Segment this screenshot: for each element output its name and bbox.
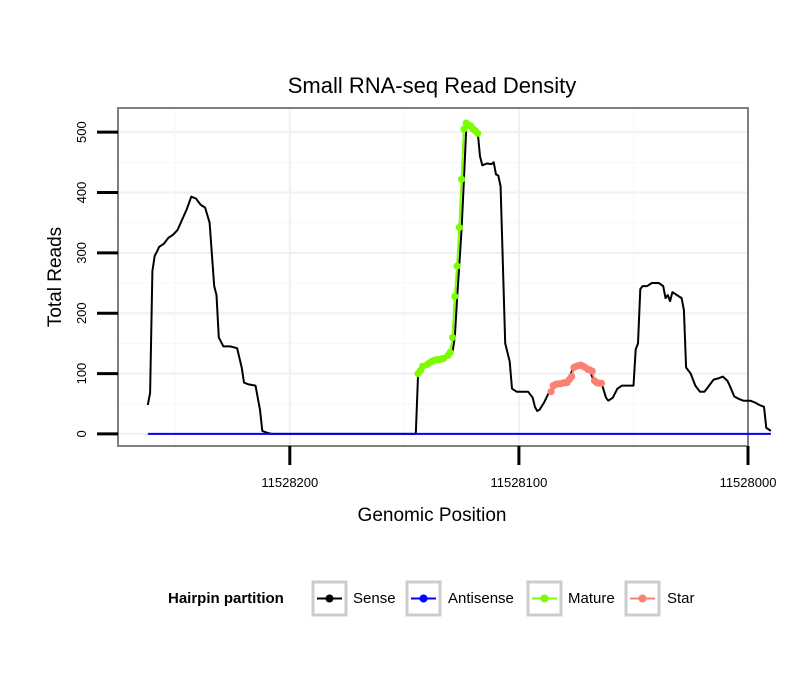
y-axis-label: Total Reads: [45, 227, 66, 327]
data-point-mature: [451, 292, 459, 300]
data-point-mature: [453, 262, 461, 270]
legend-label-antisense: Antisense: [448, 590, 514, 607]
data-point-star: [568, 373, 576, 381]
y-tick-label: 300: [74, 242, 89, 264]
data-point-mature: [458, 175, 466, 183]
x-tick-label: 11528100: [490, 475, 547, 490]
legend-title: Hairpin partition: [168, 590, 284, 607]
legend: Hairpin partition Sense Antisense Mature St…: [168, 580, 695, 617]
y-tick-label: 0: [74, 430, 89, 437]
series-layer: [146, 119, 772, 435]
data-point-mature: [455, 223, 463, 232]
legend-label-star: Star: [667, 590, 695, 607]
data-point-mature: [460, 125, 468, 133]
y-tick-label: 200: [74, 302, 89, 324]
y-tick-label: 400: [74, 182, 89, 204]
x-axis-label: Genomic Position: [358, 505, 507, 526]
x-tick-label: 11528200: [261, 475, 318, 490]
data-point-star: [547, 388, 555, 396]
x-tick-label: 11528000: [720, 475, 777, 490]
data-point-star: [597, 379, 606, 387]
axes: 0 100 200 300 400 500 11528200 11528100 11528000: [74, 121, 776, 490]
legend-marker-sense: [325, 594, 334, 603]
y-tick-label: 100: [74, 363, 89, 385]
legend-label-mature: Mature: [568, 590, 615, 607]
legend-label-sense: Sense: [353, 590, 396, 607]
series-line-mature: [417, 122, 479, 375]
chart-title: Small RNA-seq Read Density: [288, 73, 577, 98]
data-point-mature: [448, 333, 457, 341]
legend-marker-star: [638, 594, 647, 603]
y-tick-label: 500: [74, 121, 89, 143]
data-point-mature: [474, 129, 482, 137]
data-point-mature: [446, 348, 454, 356]
data-point-star: [588, 367, 596, 375]
gridlines: [118, 108, 749, 446]
plot-area-border: [117, 107, 749, 447]
series-line-sense: [146, 122, 772, 435]
legend-marker-antisense: [419, 594, 428, 603]
legend-marker-mature: [540, 594, 549, 603]
